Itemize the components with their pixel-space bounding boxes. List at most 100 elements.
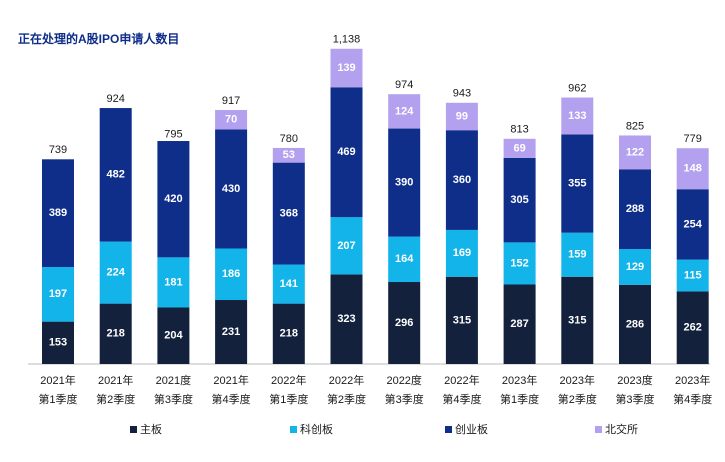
legend-label: 主板 — [140, 422, 162, 436]
x-tick-label: 第3季度 — [154, 392, 193, 406]
segment-label: 368 — [280, 207, 298, 219]
segment-label: 70 — [225, 114, 237, 126]
x-tick-label: 第2季度 — [558, 392, 597, 406]
x-tick-label: 第4季度 — [673, 392, 712, 406]
bar-segment — [503, 138, 536, 158]
bar-segment — [330, 87, 363, 218]
segment-label: 420 — [164, 193, 182, 205]
legend-swatch — [130, 426, 137, 433]
bar-segment — [42, 159, 74, 268]
segment-label: 296 — [395, 317, 413, 329]
x-tick-label: 2023年 — [675, 373, 710, 387]
bar-segment — [561, 232, 594, 277]
segment-label: 69 — [513, 142, 525, 154]
bar-segment — [445, 130, 478, 230]
total-label: 779 — [684, 133, 702, 145]
bar-segment — [445, 276, 478, 364]
bar-segment — [330, 48, 363, 88]
segment-label: 197 — [49, 288, 67, 300]
segment-label: 389 — [49, 207, 67, 219]
bar-segment — [99, 108, 132, 242]
bar-segment — [388, 94, 421, 129]
segment-label: 148 — [684, 163, 702, 175]
segment-label: 315 — [568, 314, 586, 326]
segment-label: 390 — [395, 176, 413, 188]
segment-label: 152 — [510, 257, 528, 269]
segment-label: 181 — [164, 276, 182, 288]
x-tick-label: 第2季度 — [327, 392, 366, 406]
chart-title: 正在处理的A股IPO申请人数目 — [18, 31, 179, 46]
segment-label: 204 — [164, 330, 183, 342]
x-tick-label: 2023年 — [502, 373, 537, 387]
bar-segment — [272, 162, 305, 265]
bar-segment — [99, 241, 132, 304]
legend-swatch — [290, 426, 297, 433]
segment-label: 124 — [395, 105, 414, 117]
bar-segment — [676, 259, 709, 292]
segment-label: 224 — [107, 266, 126, 278]
segment-label: 231 — [222, 326, 240, 338]
x-tick-label: 2022年 — [444, 373, 479, 387]
bar-segment — [503, 242, 536, 285]
bar-segment — [503, 284, 536, 364]
total-label: 825 — [626, 120, 644, 132]
bar-segment — [561, 134, 594, 233]
segment-label: 315 — [453, 314, 471, 326]
segment-label: 360 — [453, 174, 471, 186]
segment-label: 133 — [568, 110, 586, 122]
x-tick-label: 第2季度 — [96, 392, 135, 406]
bar-segment — [157, 257, 190, 308]
segment-label: 53 — [283, 149, 295, 161]
legend-label: 北交所 — [605, 422, 638, 436]
x-tick-label: 2023度 — [617, 373, 652, 387]
x-tick-label: 2021度 — [156, 373, 191, 387]
x-tick-label: 2023年 — [560, 373, 595, 387]
bar-segment — [388, 236, 421, 283]
x-tick-label: 2021年 — [40, 373, 75, 387]
legend-label: 科创板 — [300, 422, 333, 436]
bar-segment — [157, 307, 190, 364]
bar-segment — [42, 321, 74, 364]
segment-label: 164 — [395, 253, 414, 265]
segment-label: 286 — [626, 318, 644, 330]
bar-segment — [388, 128, 421, 237]
bar-segment — [215, 248, 248, 301]
bar-segment — [272, 303, 305, 364]
total-label: 917 — [222, 95, 240, 107]
bar-segment — [676, 291, 709, 364]
segment-label: 122 — [626, 146, 644, 158]
segment-label: 115 — [684, 269, 702, 281]
segment-label: 287 — [510, 318, 528, 330]
x-tick-label: 2021年 — [98, 373, 133, 387]
bar-segment — [215, 300, 248, 364]
segment-label: 288 — [626, 203, 644, 215]
bar-segment — [676, 189, 709, 260]
segment-label: 262 — [684, 322, 702, 334]
segment-label: 218 — [280, 328, 298, 340]
x-tick-label: 第1季度 — [269, 392, 308, 406]
bar-segment — [619, 135, 651, 170]
total-label: 974 — [395, 79, 413, 91]
segment-label: 218 — [107, 328, 125, 340]
segment-label: 469 — [337, 146, 355, 158]
total-label: 739 — [49, 144, 67, 156]
bar-segment — [215, 109, 248, 130]
total-label: 795 — [164, 129, 182, 141]
segment-label: 129 — [626, 261, 644, 273]
total-label: 780 — [280, 133, 298, 145]
bar-segment — [561, 276, 594, 364]
bar-segment — [157, 141, 190, 258]
segment-label: 482 — [107, 169, 125, 181]
x-tick-label: 2021年 — [213, 373, 248, 387]
segment-label: 323 — [337, 313, 355, 325]
bar-segment — [99, 303, 132, 364]
segment-label: 169 — [453, 247, 471, 259]
x-tick-label: 2022年 — [271, 373, 306, 387]
bar-segment — [619, 169, 651, 250]
bar-segment — [619, 284, 651, 364]
bar-segment — [330, 274, 363, 364]
segment-label: 254 — [684, 218, 703, 230]
bar-segment — [619, 249, 651, 285]
bar-segment — [561, 97, 594, 135]
segment-label: 141 — [280, 278, 298, 290]
